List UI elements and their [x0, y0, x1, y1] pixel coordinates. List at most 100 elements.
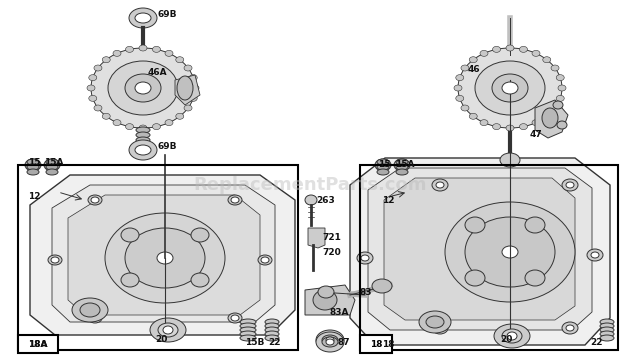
- Ellipse shape: [542, 108, 558, 128]
- Ellipse shape: [372, 279, 392, 293]
- Ellipse shape: [322, 337, 338, 347]
- Ellipse shape: [305, 195, 317, 205]
- Text: 18A: 18A: [28, 340, 48, 349]
- Ellipse shape: [426, 316, 444, 328]
- Ellipse shape: [125, 46, 133, 52]
- Ellipse shape: [231, 315, 239, 321]
- Ellipse shape: [240, 327, 256, 333]
- Ellipse shape: [458, 48, 562, 128]
- Ellipse shape: [542, 113, 551, 119]
- Ellipse shape: [553, 101, 563, 109]
- Ellipse shape: [27, 159, 39, 165]
- Text: 22: 22: [590, 338, 603, 347]
- Ellipse shape: [556, 75, 564, 81]
- Ellipse shape: [265, 319, 279, 325]
- Ellipse shape: [89, 95, 97, 101]
- Ellipse shape: [228, 195, 242, 205]
- Text: 12: 12: [28, 192, 40, 201]
- Polygon shape: [305, 285, 355, 315]
- Text: 69B: 69B: [158, 10, 177, 19]
- Ellipse shape: [600, 331, 614, 337]
- Ellipse shape: [48, 255, 62, 265]
- Ellipse shape: [44, 159, 60, 171]
- Ellipse shape: [175, 57, 184, 63]
- Ellipse shape: [191, 228, 209, 242]
- Text: 69B: 69B: [158, 142, 177, 151]
- Text: 22: 22: [268, 338, 280, 347]
- Ellipse shape: [532, 50, 540, 56]
- Ellipse shape: [396, 169, 408, 175]
- Ellipse shape: [600, 335, 614, 341]
- Text: 47: 47: [530, 130, 542, 139]
- Ellipse shape: [551, 105, 559, 111]
- Ellipse shape: [377, 164, 389, 170]
- Ellipse shape: [465, 270, 485, 286]
- Bar: [360, 335, 392, 353]
- Ellipse shape: [265, 335, 279, 341]
- Ellipse shape: [361, 255, 369, 261]
- Ellipse shape: [153, 46, 161, 52]
- Ellipse shape: [94, 105, 102, 111]
- Ellipse shape: [46, 169, 58, 175]
- Ellipse shape: [506, 45, 514, 51]
- Ellipse shape: [88, 195, 102, 205]
- Ellipse shape: [318, 286, 334, 298]
- Polygon shape: [175, 75, 200, 105]
- Ellipse shape: [153, 124, 161, 130]
- Text: 15B: 15B: [245, 338, 264, 347]
- Ellipse shape: [46, 164, 58, 170]
- Ellipse shape: [532, 120, 540, 126]
- Ellipse shape: [326, 339, 334, 345]
- Ellipse shape: [494, 324, 530, 348]
- Ellipse shape: [375, 159, 391, 171]
- Text: 721: 721: [322, 233, 341, 242]
- Ellipse shape: [91, 48, 195, 128]
- Ellipse shape: [177, 76, 193, 100]
- Ellipse shape: [121, 273, 139, 287]
- Text: 18: 18: [382, 340, 394, 349]
- Polygon shape: [368, 168, 592, 330]
- Ellipse shape: [265, 327, 279, 333]
- Ellipse shape: [475, 61, 545, 115]
- Text: 720: 720: [322, 248, 341, 257]
- Ellipse shape: [113, 50, 121, 56]
- Ellipse shape: [231, 197, 239, 203]
- Ellipse shape: [51, 257, 59, 263]
- Ellipse shape: [506, 125, 514, 131]
- Ellipse shape: [129, 8, 157, 28]
- Ellipse shape: [125, 228, 205, 288]
- Ellipse shape: [480, 50, 488, 56]
- Text: 87: 87: [338, 338, 351, 347]
- Ellipse shape: [46, 159, 58, 165]
- Ellipse shape: [520, 124, 528, 130]
- Ellipse shape: [326, 337, 334, 343]
- Ellipse shape: [542, 57, 551, 63]
- Ellipse shape: [500, 153, 520, 167]
- Ellipse shape: [139, 45, 147, 51]
- Ellipse shape: [158, 323, 178, 337]
- Ellipse shape: [191, 85, 199, 91]
- Text: 15: 15: [378, 160, 391, 169]
- Ellipse shape: [108, 61, 178, 115]
- Ellipse shape: [135, 145, 151, 155]
- Ellipse shape: [492, 74, 528, 102]
- Text: 15A: 15A: [44, 158, 63, 167]
- Ellipse shape: [456, 75, 464, 81]
- Text: 15A: 15A: [395, 160, 415, 169]
- Ellipse shape: [556, 95, 564, 101]
- Ellipse shape: [136, 137, 150, 143]
- Ellipse shape: [189, 75, 197, 81]
- Ellipse shape: [258, 255, 272, 265]
- Ellipse shape: [445, 202, 575, 302]
- Ellipse shape: [396, 159, 408, 165]
- Ellipse shape: [558, 85, 566, 91]
- Ellipse shape: [469, 113, 477, 119]
- Ellipse shape: [129, 140, 157, 160]
- Polygon shape: [30, 175, 295, 335]
- Ellipse shape: [191, 273, 209, 287]
- Polygon shape: [52, 185, 275, 322]
- Ellipse shape: [121, 228, 139, 242]
- Ellipse shape: [316, 330, 344, 350]
- Text: 46A: 46A: [148, 68, 167, 77]
- Ellipse shape: [125, 124, 133, 130]
